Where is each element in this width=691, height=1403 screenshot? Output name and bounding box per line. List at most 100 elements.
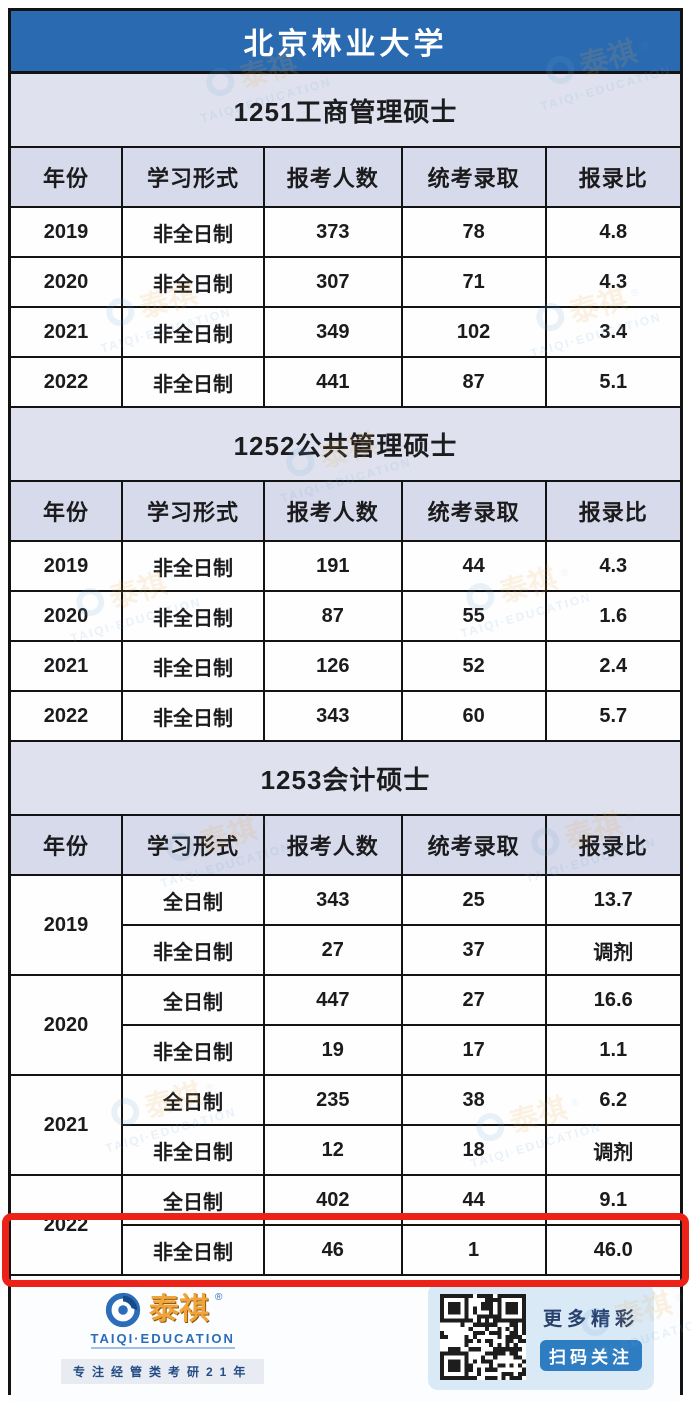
cell-year: 2021 (11, 1074, 124, 1176)
cell-mode: 非全日制 (122, 1124, 265, 1176)
cell-admitted: 52 (400, 640, 547, 692)
brand-name: 泰祺 (148, 1293, 209, 1326)
cell-year: 2021 (11, 640, 124, 692)
cell-ratio: 5.1 (544, 356, 680, 408)
cell-admitted: 102 (400, 306, 547, 358)
footer: 泰祺 ® TAIQI·EDUCATION 专注经管类考研21年 更多精彩 扫码关… (11, 1276, 680, 1402)
cell-mode: 全日制 (121, 874, 265, 926)
cell-mode: 全日制 (121, 1174, 265, 1226)
cell-admitted: 1 (400, 1224, 547, 1276)
col-header-mode: 学习形式 (121, 146, 265, 208)
cell-mode: 非全日制 (121, 206, 265, 258)
cell-mode: 非全日制 (122, 924, 265, 976)
cell-applicants: 191 (262, 540, 403, 592)
table-frame: 北京林业大学 1251工商管理硕士 年份 学习形式 报考人数 统考录取 报录比 … (8, 8, 683, 1402)
table-row: 2019 非全日制 373 78 4.8 (11, 206, 680, 258)
col-header-year: 年份 (11, 146, 124, 208)
cell-year: 2019 (11, 206, 124, 258)
table-row: 非全日制 19 17 1.1 (11, 1024, 680, 1076)
cell-year: 2020 (11, 590, 124, 642)
col-header-admitted: 统考录取 (400, 814, 547, 876)
cell-applicants: 27 (262, 924, 403, 976)
cell-applicants: 87 (262, 590, 403, 642)
col-header-ratio: 报录比 (544, 480, 680, 542)
col-header-year: 年份 (11, 814, 124, 876)
cell-applicants: 126 (262, 640, 403, 692)
col-header-applicants: 报考人数 (262, 480, 403, 542)
col-header-admitted: 统考录取 (400, 146, 547, 208)
header-row: 年份 学习形式 报考人数 统考录取 报录比 (11, 480, 680, 542)
cell-year: 2022 (11, 356, 124, 408)
table-row: 2020 非全日制 87 55 1.6 (11, 590, 680, 642)
cell-mode: 非全日制 (121, 690, 265, 742)
qr-code (440, 1294, 526, 1380)
cell-ratio: 调剂 (544, 924, 680, 976)
cell-year: 2022 (11, 690, 124, 742)
cell-applicants: 441 (262, 356, 403, 408)
cell-mode: 非全日制 (121, 356, 265, 408)
cell-year: 2019 (11, 874, 124, 976)
cell-mode: 非全日制 (122, 1224, 265, 1276)
cell-ratio: 3.4 (544, 306, 680, 358)
col-header-mode: 学习形式 (121, 480, 265, 542)
cell-admitted: 18 (400, 1124, 547, 1176)
cell-applicants: 46 (262, 1224, 403, 1276)
cell-admitted: 38 (400, 1074, 547, 1126)
registered-mark: ® (214, 1292, 223, 1303)
cell-applicants: 19 (262, 1024, 403, 1076)
cell-admitted: 78 (400, 206, 547, 258)
admissions-table-1252: 年份 学习形式 报考人数 统考录取 报录比 2019 非全日制 191 44 4… (11, 480, 680, 742)
cell-ratio: 4.3 (544, 256, 680, 308)
cell-applicants: 349 (262, 306, 403, 358)
table-row: 2021 非全日制 126 52 2.4 (11, 640, 680, 692)
table-row: 2022 非全日制 343 60 5.7 (11, 690, 680, 742)
header-row: 年份 学习形式 报考人数 统考录取 报录比 (11, 814, 680, 876)
brand-subtitle: TAIQI·EDUCATION (90, 1331, 235, 1349)
table-row: 2019 非全日制 191 44 4.3 (11, 540, 680, 592)
cell-admitted: 27 (400, 974, 547, 1026)
col-header-applicants: 报考人数 (262, 814, 403, 876)
university-title: 北京林业大学 (11, 11, 680, 74)
cell-mode: 非全日制 (121, 590, 265, 642)
section-heading-1252: 1252公共管理硕士 (11, 408, 680, 480)
cell-ratio: 5.7 (544, 690, 680, 742)
cell-applicants: 343 (262, 874, 403, 926)
table-row: 非全日制 12 18 调剂 (11, 1124, 680, 1176)
cell-admitted: 25 (400, 874, 547, 926)
qr-card: 更多精彩 扫码关注 (428, 1284, 654, 1390)
col-header-ratio: 报录比 (544, 146, 680, 208)
cell-admitted: 37 (400, 924, 547, 976)
cell-admitted: 60 (400, 690, 547, 742)
cell-applicants: 12 (262, 1124, 403, 1176)
table-row: 2022 非全日制 441 87 5.1 (11, 356, 680, 408)
cell-mode: 非全日制 (121, 540, 265, 592)
cell-mode: 全日制 (121, 974, 265, 1026)
cell-admitted: 71 (400, 256, 547, 308)
table-row: 2021 全日制 235 38 6.2 (11, 1074, 680, 1176)
taiqi-swirl-icon (105, 1292, 141, 1328)
cell-admitted: 44 (400, 540, 547, 592)
col-header-year: 年份 (11, 480, 124, 542)
table-row: 2020 全日制 447 27 16.6 (11, 974, 680, 1076)
table-row: 2020 非全日制 307 71 4.3 (11, 256, 680, 308)
cell-ratio: 1.1 (544, 1024, 680, 1076)
section-heading-1251: 1251工商管理硕士 (11, 74, 680, 146)
cell-applicants: 373 (262, 206, 403, 258)
cell-year: 2019 (11, 540, 124, 592)
cell-year: 2020 (11, 974, 124, 1076)
highlighted-row: 非全日制 46 1 46.0 (11, 1224, 680, 1276)
cell-admitted: 55 (400, 590, 547, 642)
section-heading-1253: 1253会计硕士 (11, 742, 680, 814)
cell-applicants: 343 (262, 690, 403, 742)
cell-year: 2022 (11, 1174, 124, 1276)
header-row: 年份 学习形式 报考人数 统考录取 报录比 (11, 146, 680, 208)
col-header-ratio: 报录比 (544, 814, 680, 876)
cell-mode: 非全日制 (122, 1024, 265, 1076)
col-header-mode: 学习形式 (121, 814, 265, 876)
col-header-admitted: 统考录取 (400, 480, 547, 542)
highlight-red-box (2, 1213, 689, 1287)
admissions-table-1251: 年份 学习形式 报考人数 统考录取 报录比 2019 非全日制 373 78 4… (11, 146, 680, 408)
cell-ratio: 4.8 (544, 206, 680, 258)
col-header-applicants: 报考人数 (262, 146, 403, 208)
